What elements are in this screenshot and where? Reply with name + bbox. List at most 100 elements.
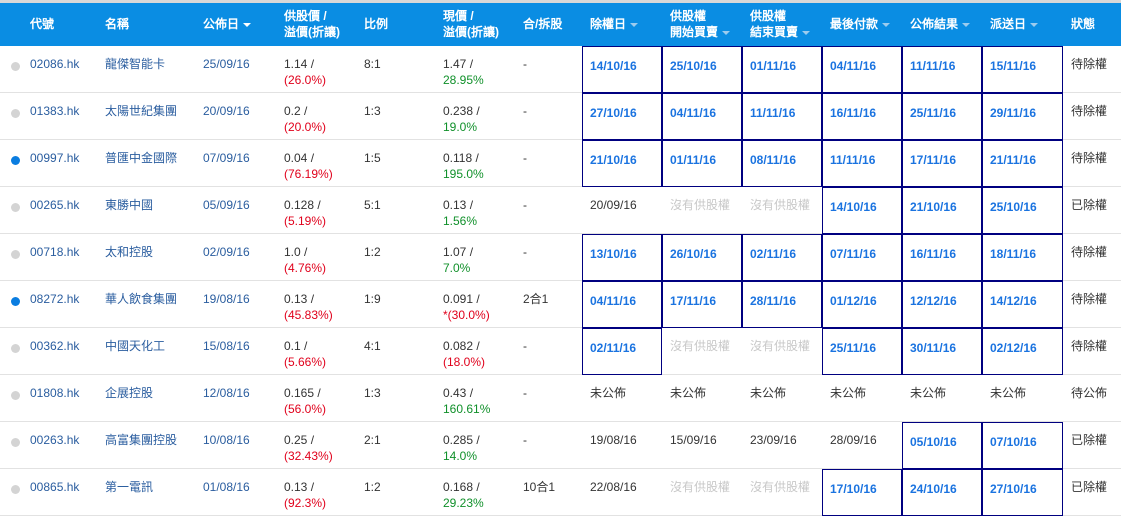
stock-code-link[interactable]: 00263.hk (30, 433, 80, 447)
table-row[interactable]: 02086.hk 龍傑智能卡 25/09/16 1.14 /(26.0%) 8:1 1.4… (0, 45, 1121, 93)
end-trading-date: 未公佈 (742, 374, 822, 422)
status-dot-cell (0, 468, 22, 516)
stock-name[interactable]: 太和控股 (97, 233, 195, 281)
offer-price-value: 0.2 / (284, 104, 308, 118)
stock-name[interactable]: 華人飲食集團 (97, 280, 195, 328)
stock-name-link[interactable]: 東勝中國 (105, 198, 154, 212)
merge-split-text: 2合1 (523, 292, 549, 306)
ex-date-date: 27/10/16 (582, 92, 662, 140)
table-row[interactable]: 01383.hk 太陽世紀集團 20/09/16 0.2 / (20.0%) 1:3 0.2… (0, 92, 1121, 140)
offer-premium: (5.19%) (284, 214, 327, 228)
stock-code-link[interactable]: 02086.hk (30, 56, 80, 71)
current-price-value: 0.43 / (443, 386, 474, 400)
table-row[interactable]: 08272.hk 華人飲食集團 19/08/16 0.13 / (45.83%) 1:9 0… (0, 280, 1121, 328)
stock-name-link[interactable]: 太和控股 (105, 245, 154, 259)
stock-code[interactable]: 00718.hk (22, 233, 97, 281)
table-row[interactable]: 00362.hk 中國天化工 15/08/16 0.1 / (5.66%) 4:1 0.08… (0, 327, 1121, 375)
stock-name-link[interactable]: 高富集團控股 (105, 433, 178, 447)
stock-code[interactable]: 00263.hk (22, 421, 97, 469)
stock-code[interactable]: 08272.hk (22, 280, 97, 328)
stock-code-link[interactable]: 00865.hk (30, 480, 80, 494)
stock-code-link[interactable]: 00265.hk (30, 198, 80, 212)
stock-code-link[interactable]: 01383.hk (30, 104, 80, 118)
header-name-label: 名稱 (105, 17, 130, 32)
stock-code[interactable]: 00865.hk (22, 468, 97, 516)
dispatch-date-text: 29/11/16 (990, 106, 1037, 120)
stock-name-link[interactable]: 龍傑智能卡 (105, 56, 166, 71)
stock-code-link[interactable]: 00718.hk (30, 245, 80, 259)
table-row[interactable]: 00865.hk 第一電訊 01/08/16 0.13 / (92.3%) 1:2 0.16… (0, 468, 1121, 516)
table-row[interactable]: 00263.hk 高富集團控股 10/08/16 0.25 / (32.43%) 2:1 0… (0, 421, 1121, 469)
stock-name-link[interactable]: 中國天化工 (105, 339, 166, 353)
stock-name-link[interactable]: 企展控股 (105, 386, 154, 400)
ex-date-date: 13/10/16 (582, 233, 662, 281)
stock-code-link[interactable]: 01808.hk (30, 386, 80, 400)
status: 待公佈 (1063, 374, 1121, 422)
header-status: 狀態 (1063, 1, 1121, 46)
stock-code-link[interactable]: 08272.hk (30, 292, 80, 306)
stock-name[interactable]: 高富集團控股 (97, 421, 195, 469)
offer-price-value: 0.1 / (284, 339, 308, 353)
announce-date-text: 02/09/16 (203, 245, 250, 259)
merge-split-text: 10合1 (523, 480, 556, 494)
stock-name-link[interactable]: 太陽世紀集團 (105, 104, 178, 118)
stock-code[interactable]: 01383.hk (22, 92, 97, 140)
stock-code-link[interactable]: 00997.hk (30, 151, 80, 165)
start-trading-date-text: 25/10/16 (670, 58, 717, 73)
stock-code-link[interactable]: 00362.hk (30, 339, 80, 353)
status-dot-cell (0, 280, 22, 328)
status-text: 待除權 (1071, 151, 1108, 165)
dispatch-date: 18/11/16 (982, 233, 1063, 281)
stock-code[interactable]: 00362.hk (22, 327, 97, 375)
start-trading-date: 01/11/16 (662, 139, 742, 187)
table-row[interactable]: 00997.hk 普匯中金國際 07/09/16 0.04 / (76.19%) 1:5 0… (0, 139, 1121, 187)
stock-code[interactable]: 00265.hk (22, 186, 97, 234)
stock-name-link[interactable]: 第一電訊 (105, 480, 154, 494)
end-trading-date: 01/11/16 (742, 45, 822, 93)
header-end-sort[interactable]: 供股權 結束買賣 (742, 1, 822, 46)
dispatch-date: 15/11/16 (982, 45, 1063, 93)
status-dot-cell (0, 92, 22, 140)
last-payment-date-text: 25/11/16 (830, 341, 877, 355)
header-announce-sort[interactable]: 公佈日 (195, 1, 276, 46)
header-dispatch-sort[interactable]: 派送日 (982, 1, 1063, 46)
status-dot-cell (0, 421, 22, 469)
stock-name[interactable]: 龍傑智能卡 (97, 45, 195, 93)
end-trading-date-text: 02/11/16 (750, 247, 797, 261)
header-start-sort[interactable]: 供股權 開始買賣 (662, 1, 742, 46)
table-row[interactable]: 00265.hk 東勝中國 05/09/16 0.128 / (5.19%) 5:1 0.1… (0, 186, 1121, 234)
header-result-sort[interactable]: 公佈結果 (902, 1, 982, 46)
result-date-text: 未公佈 (910, 386, 947, 400)
stock-name[interactable]: 中國天化工 (97, 327, 195, 375)
ratio: 1:5 (356, 139, 435, 187)
stock-name[interactable]: 企展控股 (97, 374, 195, 422)
current-premium: 19.0% (443, 120, 478, 134)
stock-name-link[interactable]: 普匯中金國際 (105, 151, 178, 165)
current-price: 0.168 / 29.23% (435, 468, 515, 516)
table-row[interactable]: 01808.hk 企展控股 12/08/16 0.165 / (56.0%) 1:3 0.4… (0, 374, 1121, 422)
status: 待除權 (1063, 92, 1121, 140)
stock-name-link[interactable]: 華人飲食集團 (105, 292, 178, 306)
ratio-text: 1:9 (364, 292, 381, 306)
last-payment-date-text: 14/10/16 (830, 200, 877, 214)
stock-code[interactable]: 02086.hk (22, 45, 97, 93)
result-date: 16/11/16 (902, 233, 982, 281)
current-price-value: 0.13 / (443, 198, 474, 212)
end-trading-date: 沒有供股權 (742, 186, 822, 234)
start-trading-date: 未公佈 (662, 374, 742, 422)
last-payment-date: 11/11/16 (822, 139, 902, 187)
stock-code[interactable]: 00997.hk (22, 139, 97, 187)
announce-date: 01/08/16 (195, 468, 276, 516)
table-row[interactable]: 00718.hk 太和控股 02/09/16 1.0 / (4.76%) 1:2 1.07 … (0, 233, 1121, 281)
current-price: 0.43 / 160.61% (435, 374, 515, 422)
stock-code[interactable]: 01808.hk (22, 374, 97, 422)
status: 待除權 (1063, 280, 1121, 328)
stock-name[interactable]: 第一電訊 (97, 468, 195, 516)
dispatch-date-text: 07/10/16 (990, 435, 1037, 449)
stock-name[interactable]: 東勝中國 (97, 186, 195, 234)
status: 已除權 (1063, 468, 1121, 516)
stock-name[interactable]: 太陽世紀集團 (97, 92, 195, 140)
stock-name[interactable]: 普匯中金國際 (97, 139, 195, 187)
header-ex-date-sort[interactable]: 除權日 (582, 1, 662, 46)
header-payment-sort[interactable]: 最後付款 (822, 1, 902, 46)
